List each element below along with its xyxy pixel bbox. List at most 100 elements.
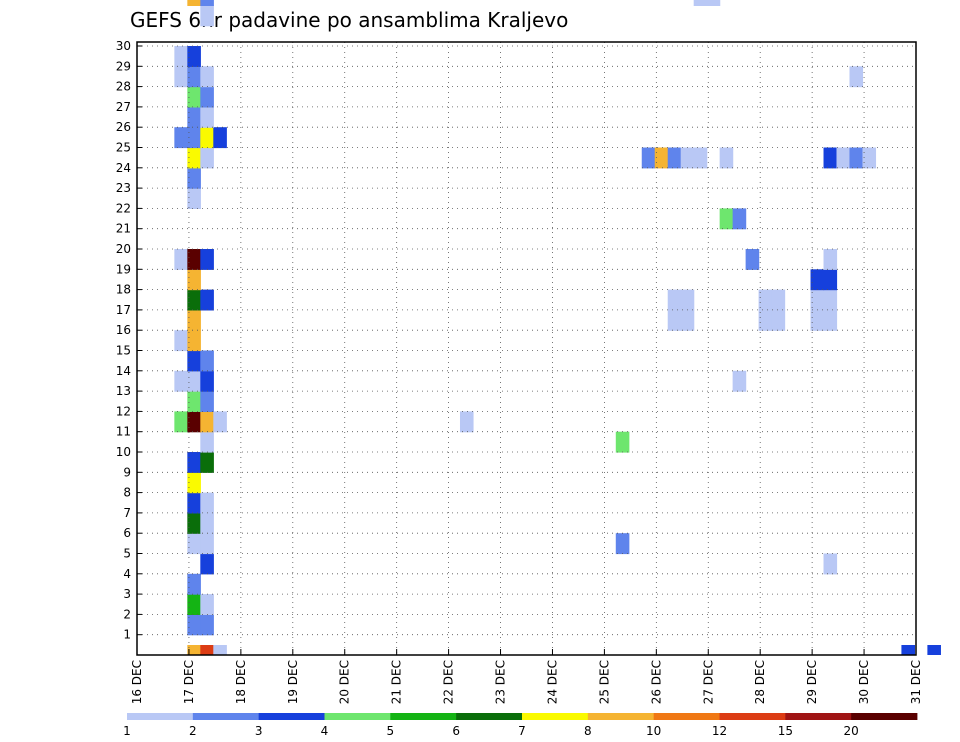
precip-cell-63	[732, 208, 747, 230]
legend-label: 20	[844, 724, 859, 738]
y-tick-label: 25	[116, 141, 131, 155]
precip-cell-46	[187, 289, 201, 311]
precip-cell-1	[200, 645, 214, 655]
y-tick-label: 29	[116, 59, 131, 73]
precipitation-cells	[174, 0, 941, 655]
precip-cell-69	[654, 147, 669, 169]
legend-label: 6	[452, 724, 460, 738]
precip-cell-85	[200, 86, 214, 108]
x-tick-label: 19 DEC	[286, 660, 300, 704]
legend-label: 5	[387, 724, 395, 738]
precip-cell-86	[174, 66, 188, 88]
y-tick-label: 3	[123, 587, 131, 601]
y-tick-label: 7	[123, 506, 131, 520]
legend-swatch-3	[324, 713, 391, 720]
legend-swatch-5	[456, 713, 523, 720]
precip-cell-39	[187, 309, 201, 331]
precip-cell-14	[615, 533, 630, 555]
precip-cell-52	[810, 289, 825, 311]
precip-cell-72	[693, 147, 708, 169]
x-tick-label: 17 DEC	[182, 660, 196, 704]
precip-cell-35	[187, 350, 201, 372]
precip-cell-34	[732, 370, 747, 392]
y-tick-label: 23	[116, 181, 131, 195]
precip-cell-36	[200, 350, 214, 372]
x-tick-label: 26 DEC	[649, 660, 663, 704]
y-tick-label: 24	[116, 161, 131, 175]
precip-cell-45	[823, 309, 838, 331]
legend-label: 12	[712, 724, 727, 738]
precip-cell-31	[174, 370, 188, 392]
precip-cell-44	[810, 309, 825, 331]
precip-cell-90	[174, 46, 188, 67]
precip-cell-65	[187, 167, 201, 189]
x-tick-label: 31 DEC	[909, 660, 923, 704]
precip-cell-28	[459, 411, 474, 433]
precip-cell-41	[680, 309, 695, 331]
precip-cell-87	[187, 66, 201, 88]
precip-cell-91	[187, 46, 201, 67]
y-tick-label: 16	[116, 323, 131, 337]
precip-cell-73	[719, 147, 734, 169]
legend-swatch-9	[719, 713, 786, 720]
grid-lines	[137, 42, 916, 655]
precip-cell-88	[200, 66, 214, 88]
precip-cell-9	[187, 573, 201, 595]
y-tick-label: 4	[123, 567, 131, 581]
y-tick-label: 26	[116, 120, 131, 134]
precip-cell-81	[213, 127, 227, 149]
precip-cell-7	[187, 594, 201, 615]
precip-cell-18	[200, 492, 214, 514]
y-tick-label: 19	[116, 262, 131, 276]
y-tick-label: 20	[116, 242, 131, 256]
y-tick-label: 22	[116, 201, 131, 215]
precip-cell-76	[849, 147, 864, 169]
precip-cell-40	[667, 309, 682, 331]
precip-cell-42	[758, 309, 773, 331]
y-tick-label: 2	[123, 607, 131, 621]
x-tick-label: 24 DEC	[545, 660, 559, 704]
x-tick-label: 28 DEC	[753, 660, 767, 704]
precip-cell-4	[927, 645, 941, 655]
precip-cell-23	[615, 431, 630, 453]
precip-cell-24	[174, 411, 188, 433]
precip-cell-95	[693, 0, 708, 6]
precip-cell-11	[823, 553, 838, 575]
legend-label: 2	[189, 724, 197, 738]
precip-cell-19	[187, 472, 201, 494]
x-tick-label: 30 DEC	[857, 660, 871, 704]
precip-cell-94	[200, 0, 214, 6]
precip-cell-3	[901, 645, 916, 655]
x-tick-label: 18 DEC	[234, 660, 248, 704]
legend-swatch-10	[785, 713, 852, 720]
precip-cell-8	[200, 594, 214, 615]
precip-cell-58	[187, 249, 201, 270]
precip-cell-21	[200, 452, 214, 473]
precip-cell-80	[200, 127, 214, 149]
precip-cell-12	[187, 533, 201, 555]
precip-cell-54	[187, 269, 201, 291]
precip-cell-61	[823, 249, 838, 270]
legend-swatch-1	[192, 713, 260, 720]
x-tick-label: 27 DEC	[701, 660, 715, 704]
legend-label: 4	[321, 724, 329, 738]
precip-cell-66	[187, 147, 201, 169]
x-tick-label: 16 DEC	[130, 660, 144, 704]
precip-cell-57	[174, 249, 188, 270]
precip-cell-62	[719, 208, 734, 230]
precip-cell-6	[200, 614, 214, 636]
precip-cell-92	[200, 5, 214, 27]
precip-cell-83	[200, 106, 214, 128]
y-tick-label: 5	[123, 547, 131, 561]
precip-cell-2	[213, 645, 227, 655]
precip-cell-50	[758, 289, 773, 311]
precip-cell-38	[187, 330, 201, 352]
y-tick-label: 9	[123, 465, 131, 479]
precip-cell-93	[187, 0, 201, 6]
precip-cell-89	[849, 66, 864, 88]
y-tick-label: 21	[116, 222, 131, 236]
legend-label: 15	[778, 724, 793, 738]
y-tick-label: 17	[116, 303, 131, 317]
y-tick-label: 28	[116, 80, 131, 94]
precip-cell-51	[771, 289, 786, 311]
